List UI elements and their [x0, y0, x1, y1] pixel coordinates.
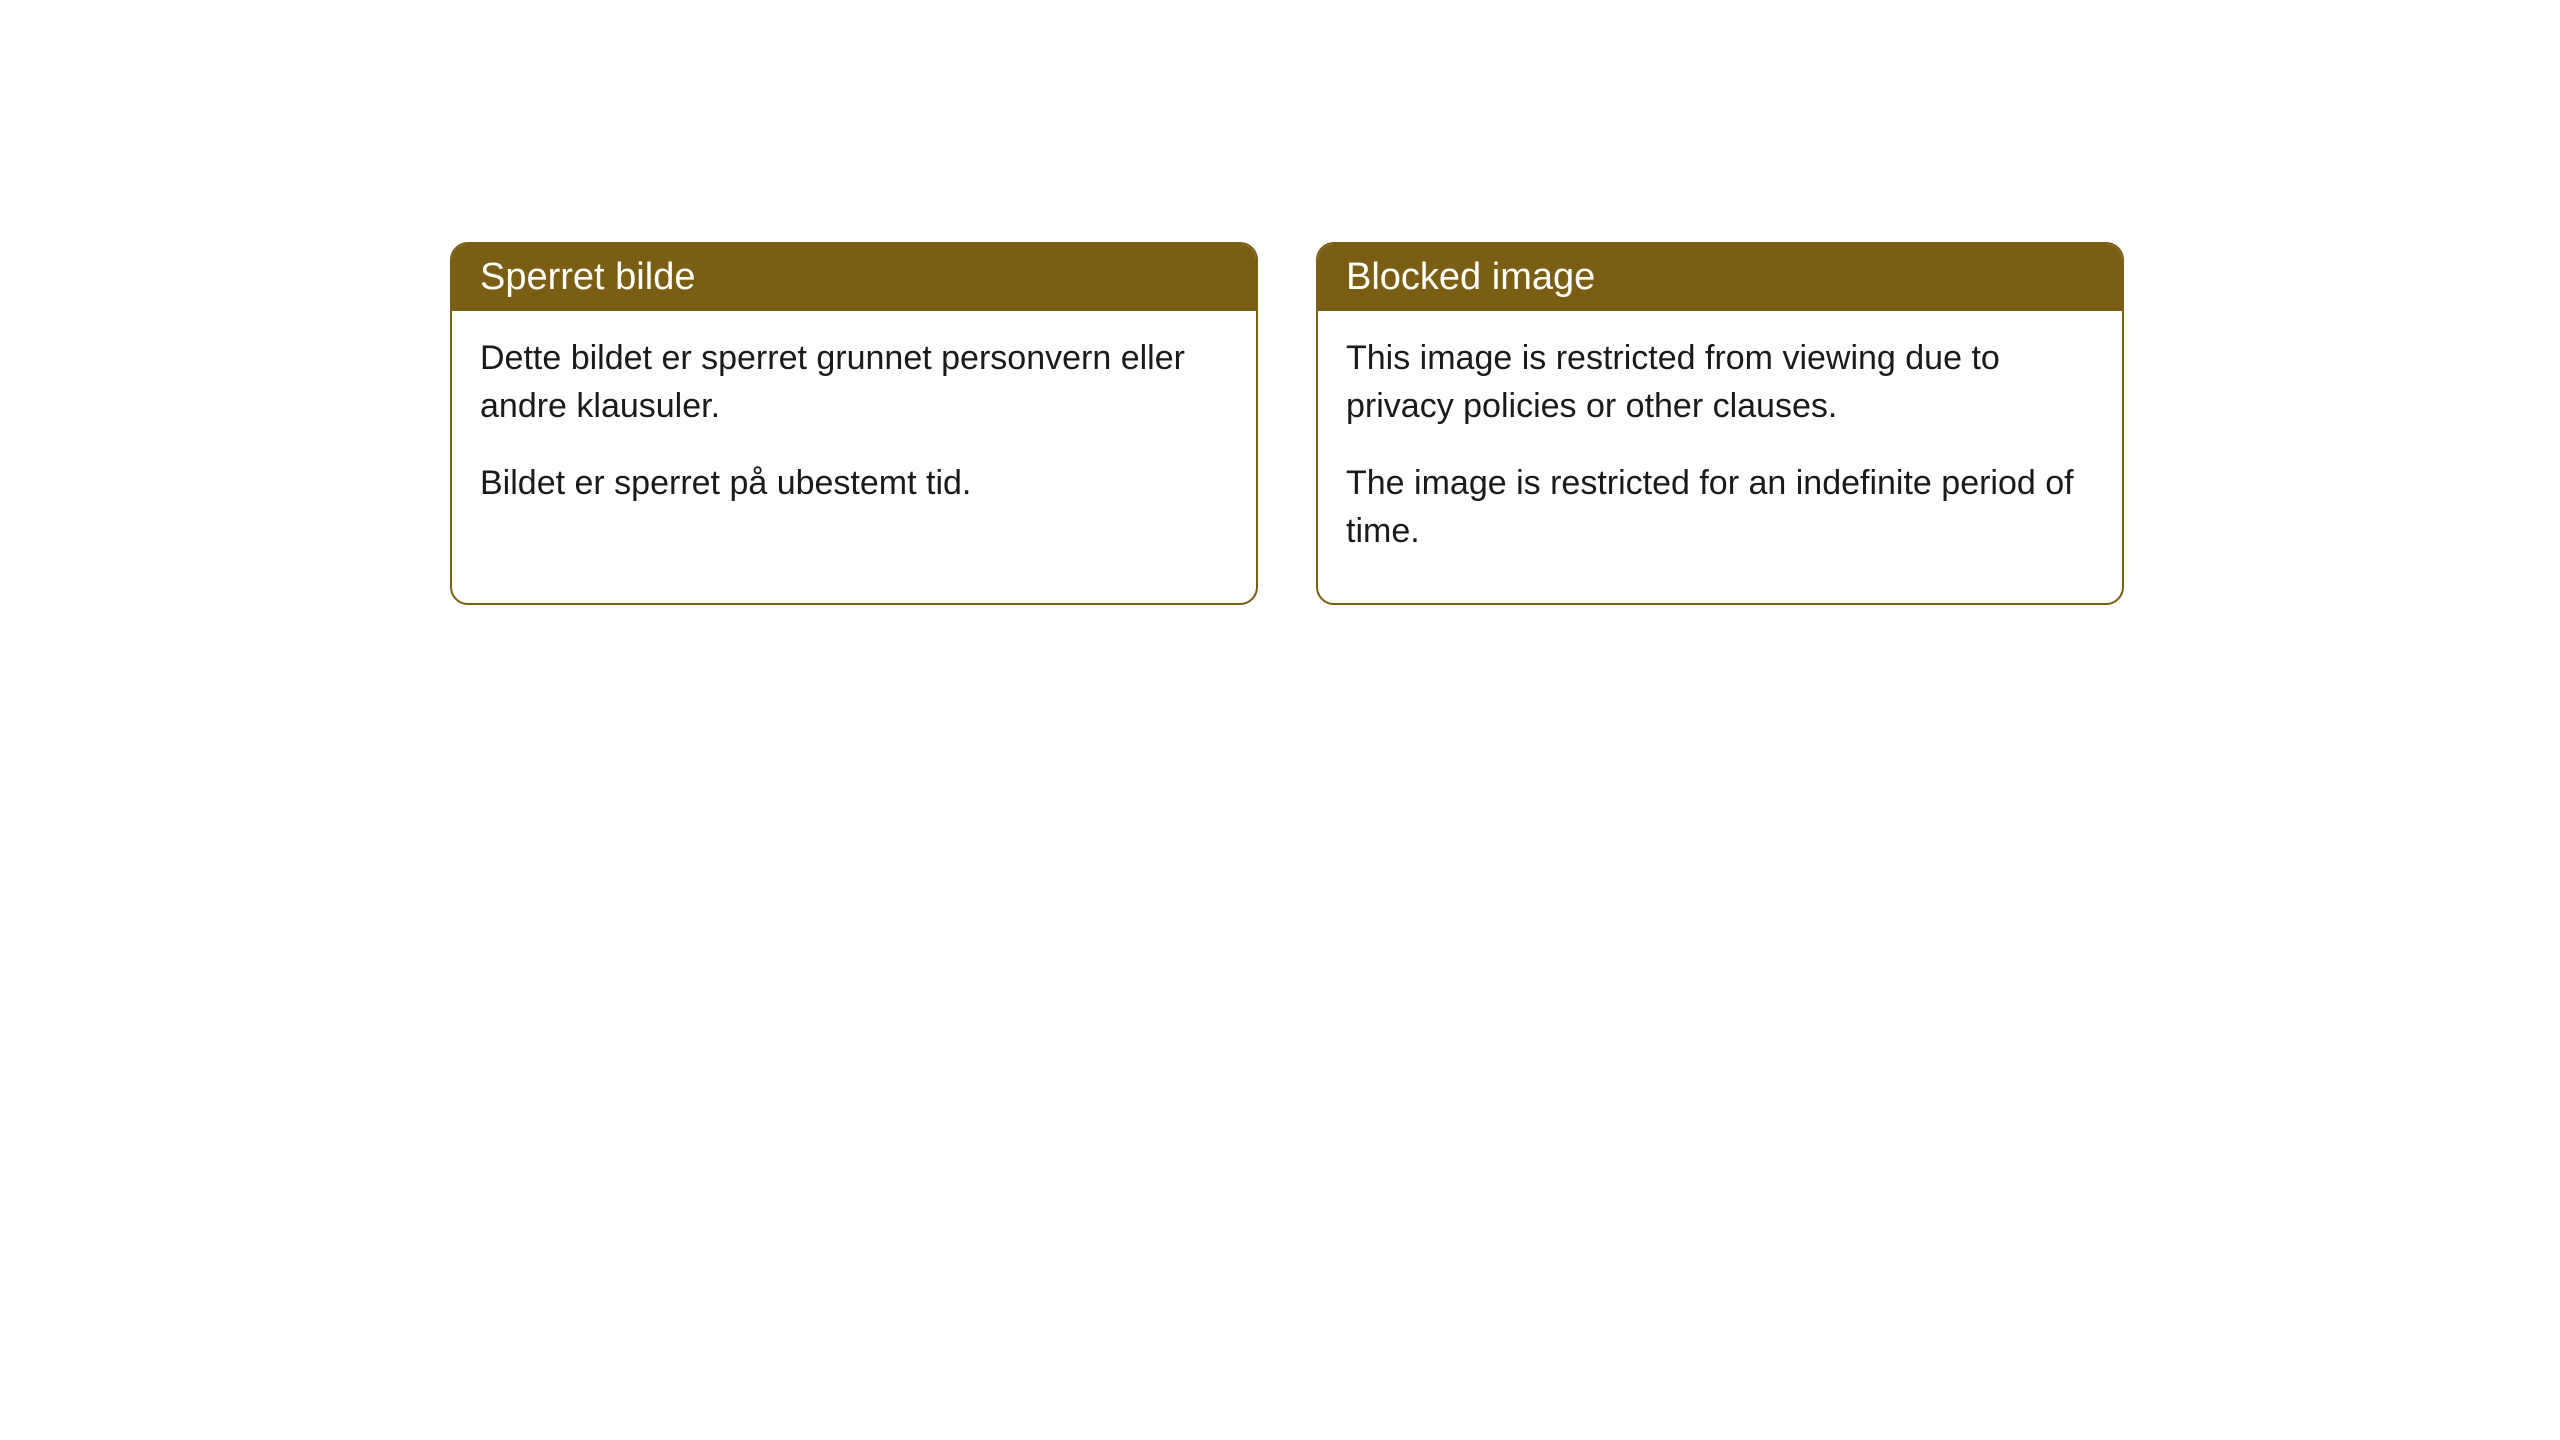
- card-title: Blocked image: [1346, 256, 1595, 298]
- card-paragraph-2: Bildet er sperret på ubestemt tid.: [480, 460, 1228, 508]
- blocked-image-card-norwegian: Sperret bilde Dette bildet er sperret gr…: [450, 242, 1258, 605]
- card-body: Dette bildet er sperret grunnet personve…: [452, 311, 1256, 556]
- card-paragraph-2: The image is restricted for an indefinit…: [1346, 460, 2094, 555]
- card-paragraph-1: This image is restricted from viewing du…: [1346, 335, 2094, 430]
- card-header: Blocked image: [1318, 244, 2122, 311]
- card-body: This image is restricted from viewing du…: [1318, 311, 2122, 603]
- card-title: Sperret bilde: [480, 256, 695, 298]
- blocked-image-card-english: Blocked image This image is restricted f…: [1316, 242, 2124, 605]
- notice-cards-container: Sperret bilde Dette bildet er sperret gr…: [450, 242, 2124, 605]
- card-header: Sperret bilde: [452, 244, 1256, 311]
- card-paragraph-1: Dette bildet er sperret grunnet personve…: [480, 335, 1228, 430]
